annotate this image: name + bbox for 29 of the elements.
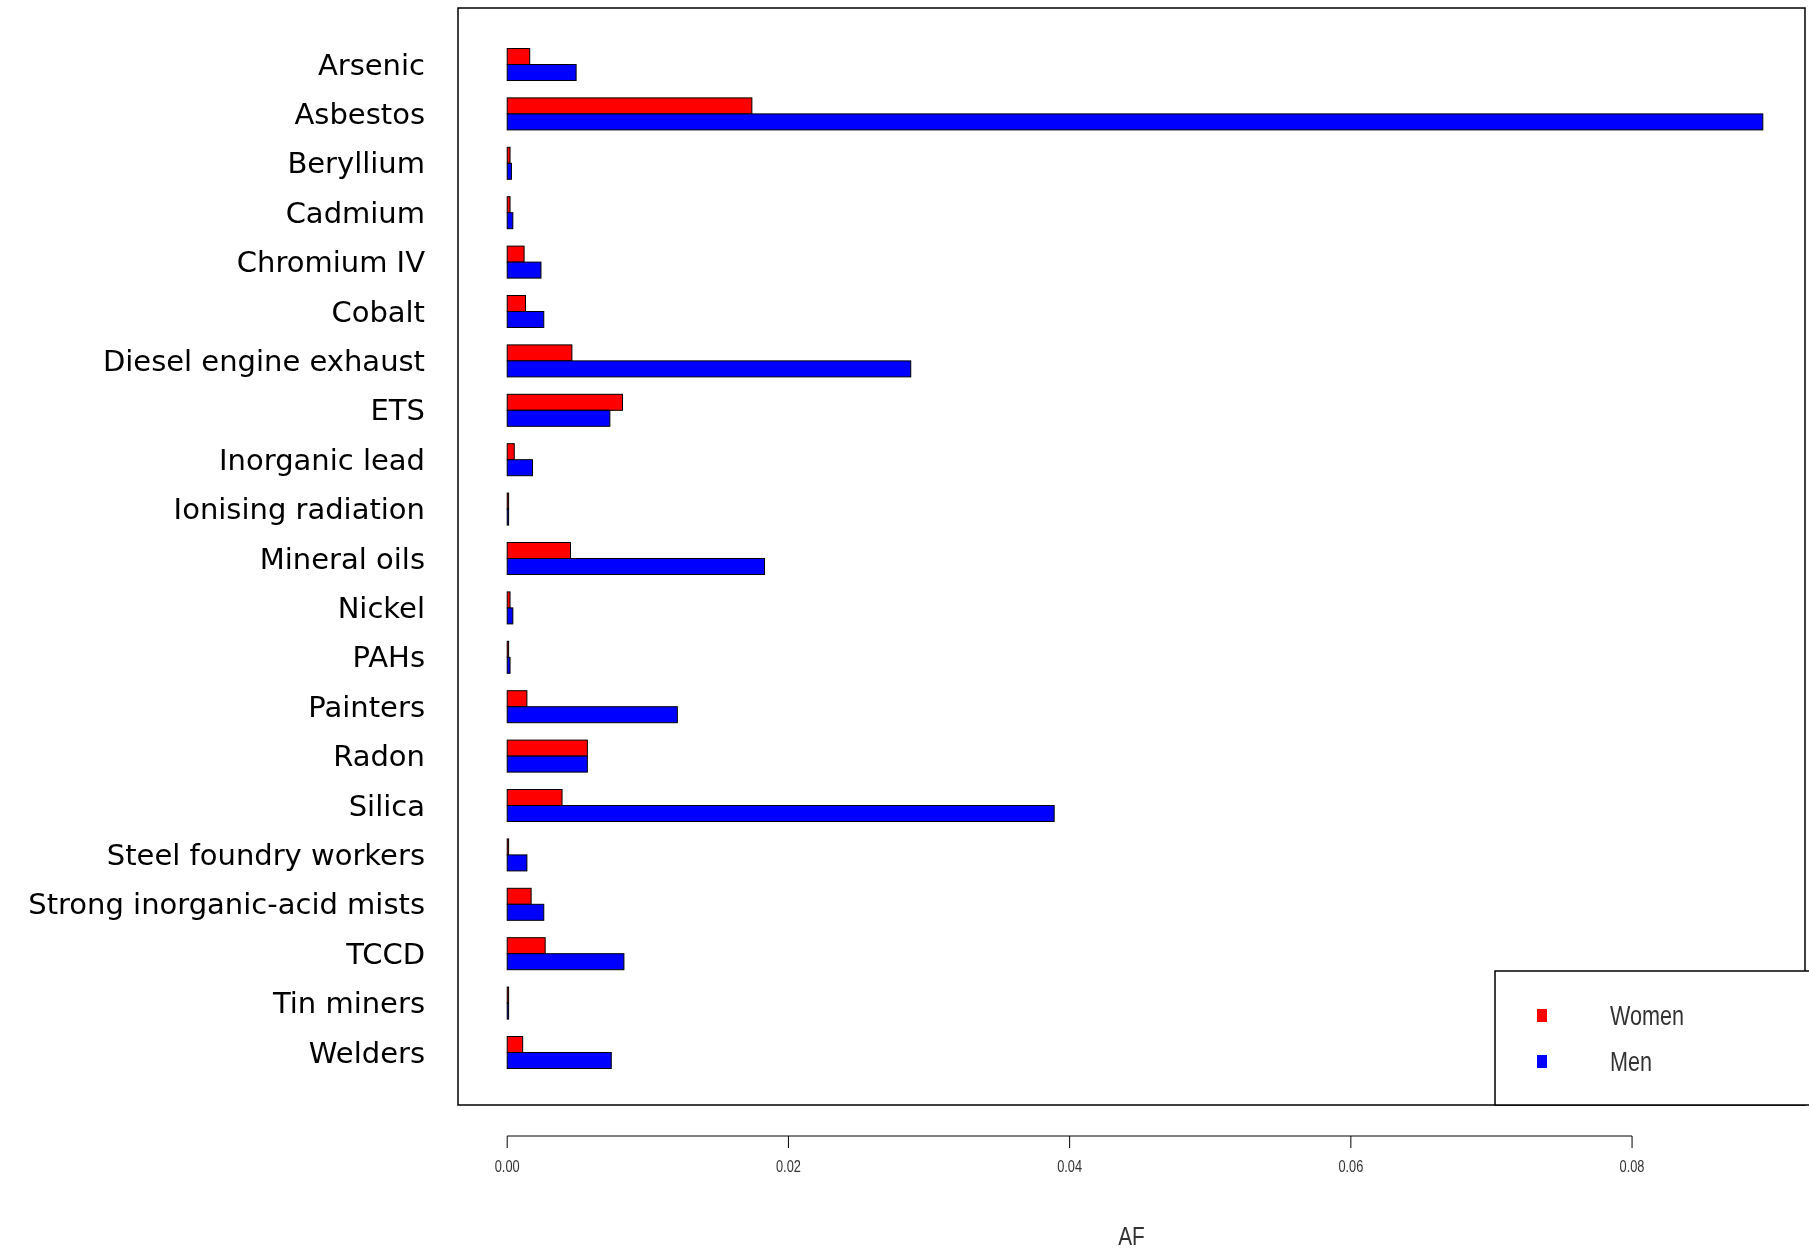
y-tick-label: Cobalt bbox=[331, 294, 425, 329]
y-tick-label: Arsenic bbox=[317, 47, 425, 82]
legend-label: Men bbox=[1610, 1047, 1653, 1077]
y-tick-label: Beryllium bbox=[287, 146, 425, 181]
y-tick-label: Silica bbox=[348, 788, 425, 823]
x-axis-title: AF bbox=[1118, 1221, 1145, 1251]
y-tick-label: Mineral oils bbox=[259, 541, 425, 576]
y-tick-label: Radon bbox=[333, 739, 425, 774]
y-tick-label: Ionising radiation bbox=[173, 492, 425, 527]
x-tick-label: 0.08 bbox=[1619, 1157, 1645, 1176]
y-tick-label: ETS bbox=[370, 393, 425, 428]
x-tick-label: 0.02 bbox=[775, 1157, 801, 1176]
legend-label: Women bbox=[1610, 1001, 1684, 1031]
x-tick-label: 0.06 bbox=[1338, 1157, 1364, 1176]
y-tick-label: Welders bbox=[308, 1035, 425, 1070]
y-tick-label: Diesel engine exhaust bbox=[102, 343, 425, 378]
y-tick-label: Tin miners bbox=[271, 986, 425, 1021]
y-tick-label: Inorganic lead bbox=[219, 442, 425, 477]
y-tick-label: Painters bbox=[308, 689, 425, 724]
y-tick-label: Strong inorganic-acid mists bbox=[28, 887, 425, 922]
y-tick-label: Steel foundry workers bbox=[106, 837, 425, 872]
y-tick-label: Nickel bbox=[337, 590, 425, 625]
y-tick-label: Asbestos bbox=[294, 96, 425, 131]
y-tick-label: PAHs bbox=[352, 640, 425, 675]
y-tick-label: Chromium IV bbox=[236, 245, 426, 280]
x-tick-label: 0.04 bbox=[1057, 1157, 1083, 1176]
y-tick-label: TCCD bbox=[345, 936, 425, 971]
y-tick-label: Cadmium bbox=[285, 195, 425, 230]
x-tick-label: 0.00 bbox=[494, 1157, 520, 1176]
